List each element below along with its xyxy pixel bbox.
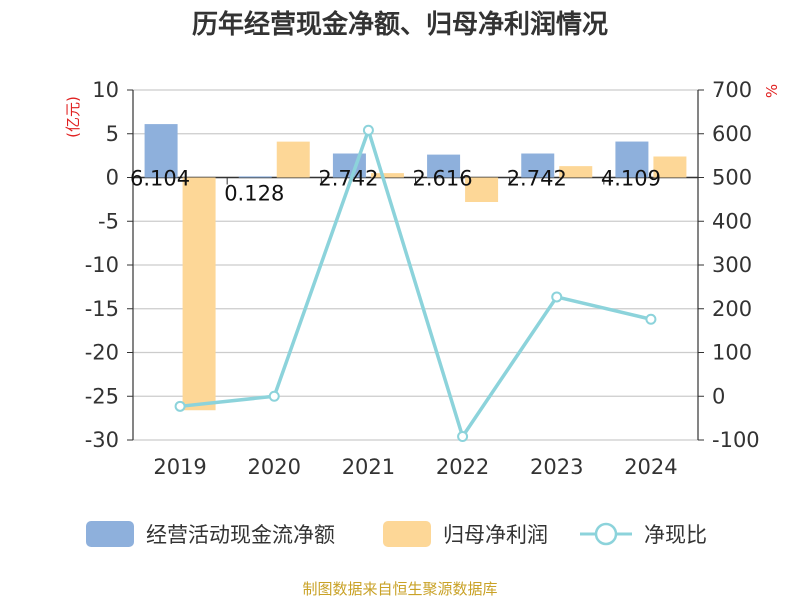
cash-ratio-point xyxy=(551,291,563,303)
right-axis-tick-label: 600 xyxy=(712,122,752,146)
right-axis-tick-label: 700 xyxy=(712,78,752,102)
left-axis-unit: (亿元) xyxy=(64,96,82,138)
left-axis-tick-label: 10 xyxy=(92,78,119,102)
left-axis-tick-label: 5 xyxy=(106,122,119,146)
cash-ratio-point xyxy=(174,400,186,412)
legend-label-net-profit: 归母净利润 xyxy=(443,523,548,547)
cash-flow-data-label: 4.109 xyxy=(601,167,661,191)
cash-flow-bar xyxy=(521,153,555,178)
x-axis-tick-label: 2021 xyxy=(342,455,395,479)
x-axis-tick-label: 2024 xyxy=(624,455,677,479)
cash-flow-data-label: 2.742 xyxy=(318,167,378,191)
source-note: 制图数据来自恒生聚源数据库 xyxy=(302,580,497,598)
legend-swatch-cash-flow xyxy=(86,521,134,547)
left-axis-tick-label: -30 xyxy=(85,428,119,452)
right-axis-tick-label: 0 xyxy=(712,384,725,408)
cash-flow-data-label: 2.616 xyxy=(413,167,473,191)
cash-ratio-point xyxy=(457,431,469,442)
net-profit-bar xyxy=(559,166,593,178)
net-profit-bar xyxy=(182,177,216,411)
cash-flow-bar xyxy=(238,176,272,178)
legend-marker-cash-ratio xyxy=(594,522,618,546)
right-axis-tick-label: -100 xyxy=(712,428,760,452)
cash-ratio-point xyxy=(645,313,657,325)
legend-label-cash-ratio: 净现比 xyxy=(644,523,707,547)
x-axis-tick-label: 2023 xyxy=(530,455,583,479)
legend-swatch-net-profit xyxy=(383,521,431,547)
cash-flow-bar xyxy=(615,141,649,178)
x-axis-tick-label: 2022 xyxy=(436,455,489,479)
net-profit-bar xyxy=(276,141,310,178)
cash-ratio-line xyxy=(179,128,652,439)
x-axis-tick-label: 2019 xyxy=(153,455,206,479)
legend: 经营活动现金流净额 归母净利润 净现比 xyxy=(86,521,707,547)
left-axis-tick-label: -20 xyxy=(85,341,119,365)
left-axis-tick-label: -5 xyxy=(98,209,119,233)
right-axis-tick-label: 100 xyxy=(712,341,752,365)
line-series xyxy=(174,124,657,442)
left-axis-tick-label: -25 xyxy=(85,384,119,408)
right-axis-tick-label: 200 xyxy=(712,297,752,321)
cash-flow-data-label: 6.104 xyxy=(130,167,190,191)
right-axis-unit: % xyxy=(763,84,781,98)
right-axis-tick-label: 400 xyxy=(712,209,752,233)
axes: 10 5 0 -5 -10 -15 -20 -25 -30 700 600 500 400 300 200 1… xyxy=(64,78,781,479)
legend-label-cash-flow: 经营活动现金流净额 xyxy=(146,523,335,547)
chart-title: 历年经营现金净额、归母净利润情况 xyxy=(192,9,608,40)
data-labels: 6.104 0.128 2.742 2.616 2.742 4.109 xyxy=(130,167,661,206)
cash-flow-bar xyxy=(427,154,461,178)
right-axis-tick-label: 300 xyxy=(712,253,752,277)
x-axis-tick-label: 2020 xyxy=(248,455,301,479)
bar-series xyxy=(144,124,687,411)
left-axis-tick-label: -10 xyxy=(85,253,119,277)
left-axis-tick-label: 0 xyxy=(106,166,119,190)
cash-ratio-point xyxy=(362,124,374,136)
right-axis-tick-label: 500 xyxy=(712,166,752,190)
cash-flow-data-label: 0.128 xyxy=(224,181,284,205)
gridlines xyxy=(133,89,698,441)
net-profit-bar xyxy=(653,156,687,178)
cash-flow-bar xyxy=(144,124,178,178)
left-axis-tick-label: -15 xyxy=(85,297,119,321)
net-profit-bar xyxy=(370,173,404,178)
net-profit-bar xyxy=(465,177,499,202)
cash-flow-data-label: 2.742 xyxy=(507,167,567,191)
cash-ratio-point xyxy=(268,390,280,402)
